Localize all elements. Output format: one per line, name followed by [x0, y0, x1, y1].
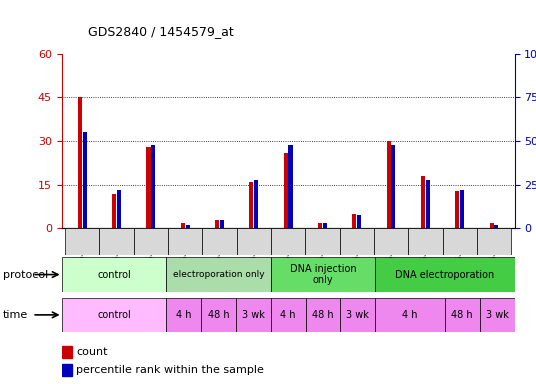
- Bar: [318, 223, 322, 228]
- Bar: [202, 228, 236, 255]
- Bar: [146, 147, 151, 228]
- Bar: [460, 190, 464, 228]
- Bar: [271, 298, 306, 332]
- Text: DNA electroporation: DNA electroporation: [395, 270, 495, 280]
- Bar: [201, 298, 236, 332]
- Bar: [236, 228, 271, 255]
- Bar: [112, 194, 116, 228]
- Bar: [489, 223, 494, 228]
- Bar: [375, 257, 515, 292]
- Bar: [288, 145, 293, 228]
- Bar: [477, 228, 511, 255]
- Text: GDS2840 / 1454579_at: GDS2840 / 1454579_at: [88, 25, 234, 38]
- Bar: [181, 223, 185, 228]
- Bar: [151, 145, 155, 228]
- Bar: [133, 228, 168, 255]
- Bar: [480, 298, 515, 332]
- Bar: [65, 228, 99, 255]
- Bar: [375, 298, 445, 332]
- Bar: [62, 346, 72, 358]
- Bar: [215, 220, 219, 228]
- Text: 4 h: 4 h: [176, 310, 191, 320]
- Bar: [352, 214, 356, 228]
- Text: 3 wk: 3 wk: [486, 310, 509, 320]
- Bar: [62, 364, 72, 376]
- Text: 3 wk: 3 wk: [242, 310, 265, 320]
- Bar: [443, 228, 477, 255]
- Text: time: time: [3, 310, 28, 320]
- Bar: [445, 298, 480, 332]
- Text: 4 h: 4 h: [280, 310, 296, 320]
- Text: percentile rank within the sample: percentile rank within the sample: [76, 365, 264, 375]
- Bar: [117, 190, 121, 228]
- Bar: [426, 180, 430, 228]
- Bar: [62, 298, 166, 332]
- Bar: [284, 153, 288, 228]
- Bar: [421, 176, 425, 228]
- Text: control: control: [97, 310, 131, 320]
- Text: count: count: [76, 347, 108, 357]
- Bar: [323, 223, 327, 228]
- Bar: [306, 228, 340, 255]
- Bar: [166, 298, 201, 332]
- Bar: [185, 225, 190, 228]
- Text: control: control: [97, 270, 131, 280]
- Text: protocol: protocol: [3, 270, 48, 280]
- Bar: [166, 257, 271, 292]
- Bar: [357, 215, 361, 228]
- Bar: [455, 190, 459, 228]
- Bar: [494, 225, 498, 228]
- Bar: [306, 298, 340, 332]
- Text: 48 h: 48 h: [451, 310, 473, 320]
- Text: 48 h: 48 h: [207, 310, 229, 320]
- Text: 4 h: 4 h: [403, 310, 418, 320]
- Bar: [340, 228, 374, 255]
- Bar: [408, 228, 443, 255]
- Bar: [249, 182, 254, 228]
- Bar: [99, 228, 133, 255]
- Bar: [168, 228, 202, 255]
- Bar: [271, 228, 306, 255]
- Bar: [62, 257, 166, 292]
- Text: electroporation only: electroporation only: [173, 270, 264, 279]
- Bar: [271, 257, 375, 292]
- Bar: [340, 298, 375, 332]
- Bar: [220, 220, 224, 228]
- Bar: [236, 298, 271, 332]
- Bar: [78, 98, 82, 228]
- Bar: [386, 141, 391, 228]
- Text: 3 wk: 3 wk: [346, 310, 369, 320]
- Text: 48 h: 48 h: [312, 310, 334, 320]
- Text: DNA injection
only: DNA injection only: [289, 264, 356, 285]
- Bar: [391, 145, 396, 228]
- Bar: [83, 132, 87, 228]
- Bar: [374, 228, 408, 255]
- Bar: [254, 180, 258, 228]
